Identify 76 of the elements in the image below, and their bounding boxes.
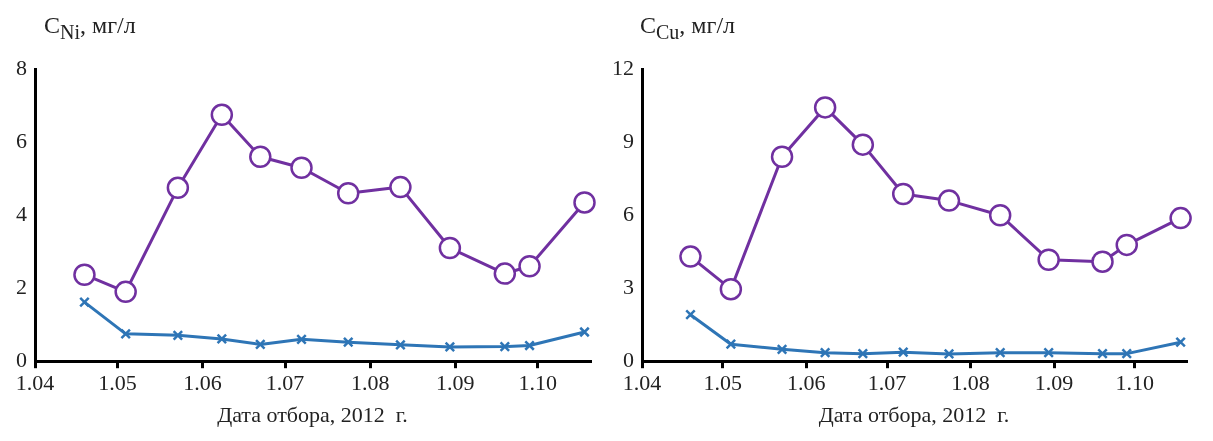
point bbox=[249, 145, 272, 169]
point bbox=[290, 156, 313, 179]
point bbox=[216, 333, 228, 345]
x-tick-label: 1.06 bbox=[787, 370, 826, 396]
point bbox=[770, 145, 794, 169]
point bbox=[776, 343, 788, 355]
x-tick-label: 1.10 bbox=[518, 370, 558, 396]
point bbox=[78, 296, 90, 308]
point bbox=[438, 236, 462, 260]
y-tick-label: 0 bbox=[16, 346, 27, 372]
x-tick-label: 1.07 bbox=[265, 370, 305, 396]
point bbox=[813, 96, 837, 119]
point bbox=[994, 347, 1006, 359]
point bbox=[1121, 348, 1133, 360]
point bbox=[684, 309, 696, 321]
x-tick-label: 1.09 bbox=[436, 370, 475, 396]
point bbox=[988, 203, 1012, 227]
y-tick-label: 4 bbox=[16, 200, 27, 226]
x-tick-label: 1.08 bbox=[350, 370, 390, 396]
point bbox=[166, 176, 190, 200]
point bbox=[679, 245, 702, 268]
y-axis-title: C$_{Ni}$, мг/л bbox=[44, 12, 136, 44]
point bbox=[943, 348, 955, 360]
point bbox=[851, 133, 875, 156]
point bbox=[1115, 233, 1138, 257]
x-tick-label: 1.05 bbox=[703, 370, 743, 396]
point bbox=[897, 346, 909, 358]
point bbox=[719, 277, 743, 301]
point bbox=[819, 347, 831, 359]
y-tick-label: 6 bbox=[623, 200, 634, 226]
y-tick-label: 9 bbox=[623, 127, 634, 153]
point bbox=[857, 348, 869, 360]
x-axis-title: Дата отбора, 2012 г. bbox=[217, 401, 408, 427]
x-tick-label: 1.04 bbox=[622, 370, 662, 396]
x-tick-label: 1.07 bbox=[867, 370, 907, 396]
point bbox=[1097, 348, 1109, 360]
point bbox=[725, 338, 737, 350]
x-tick-label: 1.10 bbox=[1115, 370, 1155, 396]
point bbox=[1043, 347, 1055, 359]
point bbox=[389, 175, 412, 199]
point bbox=[73, 263, 96, 286]
point bbox=[114, 280, 137, 304]
point bbox=[120, 328, 132, 340]
point bbox=[254, 338, 266, 350]
y-tick-label: 6 bbox=[16, 127, 27, 153]
y-tick-label: 2 bbox=[16, 273, 27, 299]
point bbox=[579, 326, 590, 338]
point bbox=[210, 103, 234, 127]
point bbox=[296, 333, 307, 345]
point bbox=[1169, 206, 1192, 230]
point bbox=[524, 340, 536, 351]
point bbox=[937, 189, 961, 212]
point bbox=[444, 341, 456, 353]
x-tick-label: 1.08 bbox=[951, 370, 990, 396]
point bbox=[493, 262, 517, 285]
point bbox=[1091, 250, 1114, 273]
y-tick-label: 8 bbox=[16, 54, 27, 80]
x-tick-label: 1.09 bbox=[1034, 370, 1074, 396]
point bbox=[1175, 336, 1187, 348]
x-tick-label: 1.05 bbox=[98, 370, 137, 396]
point bbox=[573, 191, 596, 214]
point bbox=[1037, 248, 1060, 271]
point bbox=[342, 336, 354, 348]
point bbox=[499, 341, 511, 353]
point bbox=[394, 339, 406, 351]
point bbox=[518, 255, 541, 278]
x-tick-label: 1.04 bbox=[15, 370, 55, 396]
point bbox=[172, 329, 184, 341]
x-axis-title: Дата отбора, 2012 г. bbox=[818, 401, 1010, 427]
y-axis-title: C$_{Cu}$, мг/л bbox=[640, 12, 736, 44]
point bbox=[336, 182, 360, 205]
y-tick-label: 3 bbox=[623, 273, 634, 299]
x-tick-label: 1.06 bbox=[183, 370, 222, 396]
point bbox=[891, 182, 915, 206]
y-tick-label: 12 bbox=[612, 54, 634, 80]
y-tick-label: 0 bbox=[623, 346, 634, 372]
